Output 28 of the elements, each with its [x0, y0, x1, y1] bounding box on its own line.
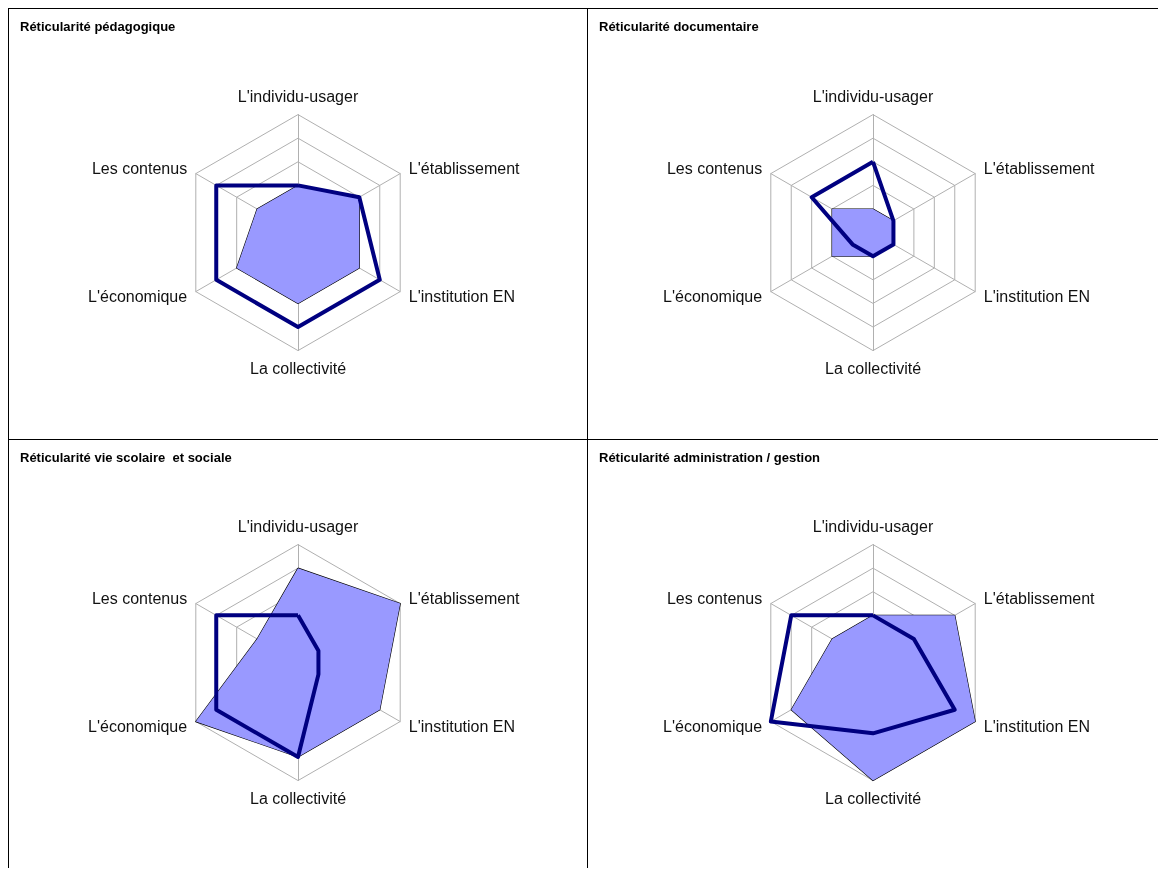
spoke-label: L'établissement: [983, 160, 1096, 178]
spoke-label: L'économique: [663, 288, 763, 306]
spoke-label: L'individu-usager: [812, 518, 934, 536]
spoke-label: L'établissement: [408, 160, 521, 178]
spoke-label: Les contenus: [91, 160, 188, 178]
spoke-label: L'institution EN: [983, 288, 1091, 306]
spoke-label: L'économique: [88, 718, 188, 736]
chart-title: Réticularité documentaire: [599, 19, 759, 34]
chart-title: Réticularité pédagogique: [20, 19, 176, 34]
spoke-label: Les contenus: [91, 590, 188, 608]
spoke-label: Les contenus: [666, 160, 763, 178]
spoke-label: La collectivité: [824, 790, 922, 808]
spoke-label: L'institution EN: [983, 718, 1091, 736]
chart-title: Réticularité vie scolaire et sociale: [20, 450, 232, 465]
spoke-label: L'individu-usager: [812, 88, 934, 106]
spoke-label: L'institution EN: [408, 288, 516, 306]
spoke-label: L'institution EN: [408, 718, 516, 736]
spoke-label: L'établissement: [408, 590, 521, 608]
spoke-label: La collectivité: [249, 360, 347, 378]
chart-title: Réticularité administration / gestion: [599, 450, 821, 465]
spoke-label: Les contenus: [666, 590, 763, 608]
spoke-label: La collectivité: [249, 790, 347, 808]
spoke-label: L'individu-usager: [237, 88, 359, 106]
spoke-label: La collectivité: [824, 360, 922, 378]
spoke-label: L'établissement: [983, 590, 1096, 608]
spoke-label: L'individu-usager: [237, 518, 359, 536]
spoke-label: L'économique: [663, 718, 763, 736]
spoke-label: L'économique: [88, 288, 188, 306]
